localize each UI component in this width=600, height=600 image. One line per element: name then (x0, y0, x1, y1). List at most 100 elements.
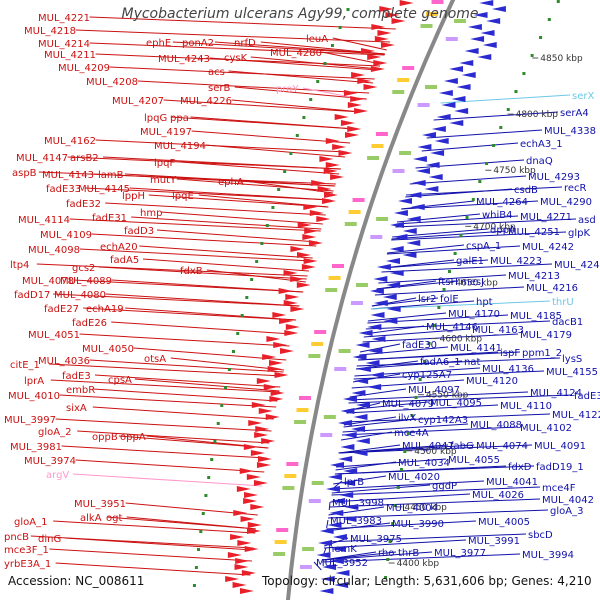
forward-gene-mark (243, 444, 258, 450)
leader-line (94, 374, 281, 388)
feature-block (355, 283, 368, 287)
gc-dot (453, 252, 457, 255)
reverse-gene-mark (368, 348, 383, 354)
gene-label: ftsH (438, 277, 458, 288)
leader-line (346, 401, 429, 411)
gc-dot (506, 108, 510, 111)
gene-label: cyp125A7 (402, 370, 452, 381)
forward-gene-mark (241, 570, 256, 576)
gene-label: fadE3 (62, 371, 91, 382)
leader-line (160, 211, 323, 225)
reverse-gene-mark (438, 90, 453, 96)
gene-label: fdxB (180, 266, 203, 277)
reverse-gene-mark (342, 516, 357, 522)
forward-gene-mark (303, 258, 318, 264)
leader-line (396, 215, 519, 225)
gc-dot (316, 80, 320, 83)
gc-dot (447, 270, 451, 273)
leader-line (382, 259, 489, 269)
leader-line (142, 258, 309, 272)
reverse-gene-mark (353, 414, 368, 420)
gc-dot (399, 468, 403, 471)
reverse-gene-mark (406, 216, 421, 222)
reverse-gene-mark (406, 240, 421, 246)
gene-label: MUL_4120 (466, 376, 518, 387)
gene-label: lprB (344, 477, 364, 488)
forward-gene-mark (290, 276, 305, 282)
leader-line (234, 86, 367, 100)
gene-label: MUL_4005 (478, 517, 530, 528)
leader-line (131, 216, 322, 230)
leader-line (61, 445, 267, 459)
reverse-gene-mark (382, 294, 397, 300)
forward-gene-mark (345, 132, 360, 138)
forward-gene-mark (385, 12, 400, 18)
feature-block (399, 151, 412, 155)
gene-label: mce4F (542, 483, 576, 494)
forward-gene-mark (370, 66, 385, 72)
gene-label: gloA_2 (38, 427, 71, 438)
leader-line (405, 188, 513, 198)
leader-line (330, 493, 471, 503)
reverse-gene-mark (338, 456, 353, 462)
gene-label: fadE33 (46, 184, 81, 195)
forward-gene-mark (279, 348, 294, 354)
leader-line (205, 144, 346, 158)
leader-line (328, 509, 549, 519)
forward-gene-mark (304, 228, 319, 234)
gene-label: MUL_3994 (522, 550, 574, 561)
gc-dot (236, 332, 240, 335)
gene-label: MUL_4020 (388, 472, 440, 483)
leader-line (326, 520, 477, 530)
gene-label: fadD17 (14, 290, 50, 301)
gene-label: MUL_4162 (44, 136, 96, 147)
reverse-gene-mark (352, 354, 367, 360)
gene-label: MUL_4293 (528, 172, 580, 183)
leader-line (440, 94, 571, 104)
gc-dot (302, 116, 306, 119)
forward-gene-mark (246, 474, 261, 480)
gene-label: otsA (144, 354, 166, 365)
reverse-gene-mark (369, 288, 384, 294)
reverse-gene-mark (342, 432, 357, 438)
gene-label: MUL_4047 (402, 441, 454, 452)
leader-line (340, 431, 393, 441)
leader-line (396, 213, 481, 223)
gc-dot (393, 504, 397, 507)
gc-dot (499, 126, 503, 129)
gene-label: nat (464, 357, 480, 368)
gene-label: MUL_3951 (74, 499, 126, 510)
reverse-gene-mark (316, 552, 331, 558)
gc-dot (514, 90, 518, 93)
forward-gene-mark (347, 102, 362, 108)
gene-label: serA4 (560, 108, 589, 119)
forward-gene-mark (232, 582, 247, 588)
forward-gene-mark (235, 558, 250, 564)
leader-line (391, 231, 567, 241)
forward-gene-mark (269, 396, 284, 402)
forward-gene-mark (340, 120, 355, 126)
feature-block (425, 85, 438, 89)
reverse-gene-mark (464, 48, 479, 54)
gene-label: MUL_4209 (58, 63, 110, 74)
leader-line (49, 363, 283, 377)
feature-block (311, 342, 324, 346)
reverse-gene-mark (320, 576, 335, 582)
gene-label: MUL_4338 (544, 126, 596, 137)
forward-gene-mark (243, 498, 258, 504)
leader-line (89, 359, 284, 373)
reverse-gene-mark (369, 372, 384, 378)
gc-dot (396, 486, 400, 489)
leader-line (395, 218, 577, 228)
forward-gene-mark (302, 234, 317, 240)
reverse-gene-mark (325, 486, 340, 492)
gene-label: MUL_4036 (38, 356, 90, 367)
tick-label: 4750 kbp (493, 166, 536, 176)
gene-label: hmp (140, 208, 162, 219)
gene-label: MUL_4280 (270, 48, 322, 59)
reverse-gene-mark (477, 54, 492, 60)
gene-label: folE (440, 294, 459, 305)
forward-gene-mark (377, 30, 392, 36)
reverse-gene-mark (459, 60, 474, 66)
gene-label: MUL_4110 (500, 401, 552, 412)
